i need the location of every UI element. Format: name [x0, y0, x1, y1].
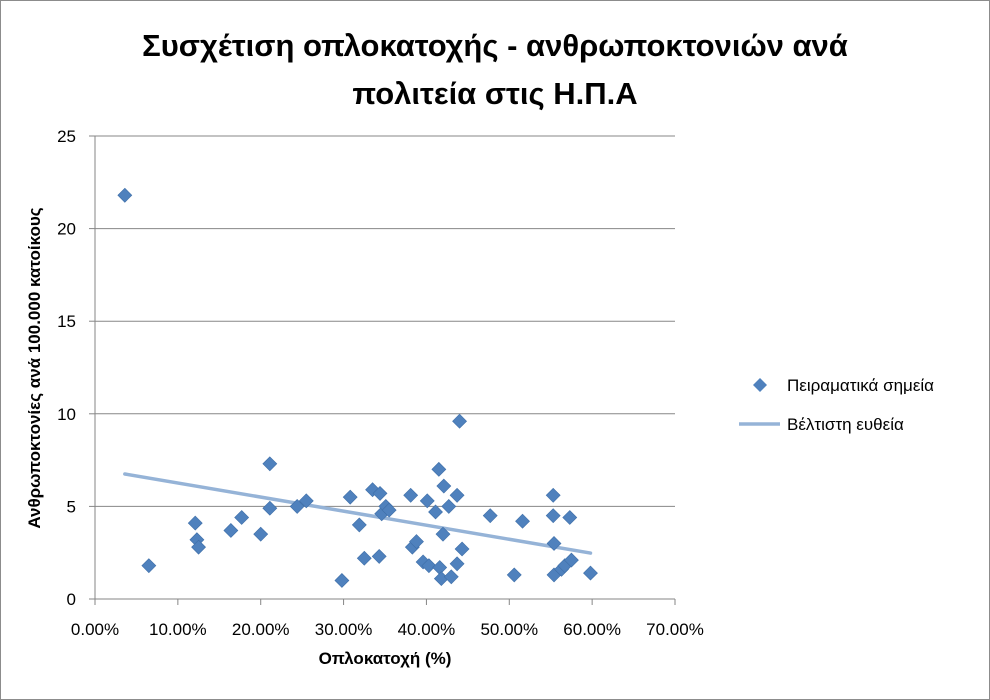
data-point	[262, 456, 278, 472]
data-point	[449, 556, 465, 572]
legend-label-trendline: Βέλτιστη ευθεία	[787, 415, 904, 434]
data-point	[372, 486, 388, 501]
x-tick-label: 30.00%	[315, 620, 373, 639]
x-tick-label: 50.00%	[480, 620, 538, 639]
tick-labels: 0 5 10 15 20 25 0.00% 10.00% 20.00% 30.00% 40.00% 5…	[57, 127, 704, 639]
data-point	[117, 187, 133, 203]
data-point	[334, 573, 350, 588]
data-point	[187, 515, 203, 531]
data-point	[419, 493, 435, 509]
legend-label-points: Πειραματικά σημεία	[787, 376, 934, 395]
data-point	[234, 510, 250, 525]
trendline	[123, 472, 593, 555]
trendline-layer	[123, 472, 593, 555]
data-point	[356, 550, 372, 566]
y-tick-label: 25	[57, 127, 76, 146]
y-tick-label: 0	[67, 590, 76, 609]
data-point	[436, 478, 452, 494]
y-tick-label: 5	[67, 497, 76, 516]
chart-title-line-1: Συσχέτιση οπλοκατοχής - ανθρωποκτονιών α…	[142, 28, 848, 63]
x-tick-label: 20.00%	[232, 620, 290, 639]
data-point	[545, 487, 561, 503]
chart-title: Συσχέτιση οπλοκατοχής - ανθρωποκτονιών α…	[0, 22, 990, 118]
data-point	[454, 541, 470, 557]
y-tick-label: 10	[57, 405, 76, 424]
gridlines	[95, 135, 675, 507]
data-point	[403, 487, 419, 503]
data-point	[371, 548, 387, 564]
data-point	[289, 498, 305, 514]
data-point	[583, 565, 598, 581]
legend-marker-points	[753, 378, 767, 392]
data-point	[428, 504, 443, 520]
data-point	[298, 493, 314, 509]
data-point	[515, 513, 530, 529]
legend: Πειραματικά σημεία Βέλτιστη ευθεία	[739, 376, 934, 434]
x-tick-label: 10.00%	[149, 620, 207, 639]
x-tick-label: 40.00%	[398, 620, 456, 639]
data-point	[191, 539, 206, 555]
data-point	[342, 489, 358, 505]
data-point	[443, 569, 459, 585]
data-point	[351, 517, 367, 533]
x-tick-label: 70.00%	[646, 620, 704, 639]
data-point	[409, 534, 424, 550]
data-point	[562, 510, 578, 525]
data-point	[421, 558, 437, 574]
x-tick-label: 0.00%	[71, 620, 119, 639]
y-tick-label: 15	[57, 312, 76, 331]
data-point	[381, 502, 397, 518]
data-point	[141, 558, 157, 574]
data-point	[441, 498, 457, 514]
data-point	[546, 536, 562, 551]
data-point	[431, 461, 447, 477]
data-points	[117, 187, 598, 588]
data-point	[545, 508, 561, 524]
data-point	[435, 526, 451, 542]
data-point	[564, 552, 579, 568]
data-point	[482, 508, 498, 524]
chart-title-line-2: πολιτεία στις Η.Π.Α	[352, 76, 638, 111]
data-point	[432, 560, 448, 575]
data-point	[223, 523, 239, 538]
x-axis-title: Οπλοκατοχή (%)	[319, 649, 452, 668]
data-point	[262, 500, 278, 516]
y-axis-title: Ανθρωποκτονίες ανά 100.000 κατοίκους	[25, 207, 44, 528]
data-point	[449, 487, 465, 503]
data-point	[452, 413, 467, 429]
y-tick-label: 20	[57, 220, 76, 239]
x-tick-label: 60.00%	[563, 620, 621, 639]
axes	[89, 135, 676, 605]
data-point	[506, 567, 522, 583]
data-point	[253, 526, 269, 542]
